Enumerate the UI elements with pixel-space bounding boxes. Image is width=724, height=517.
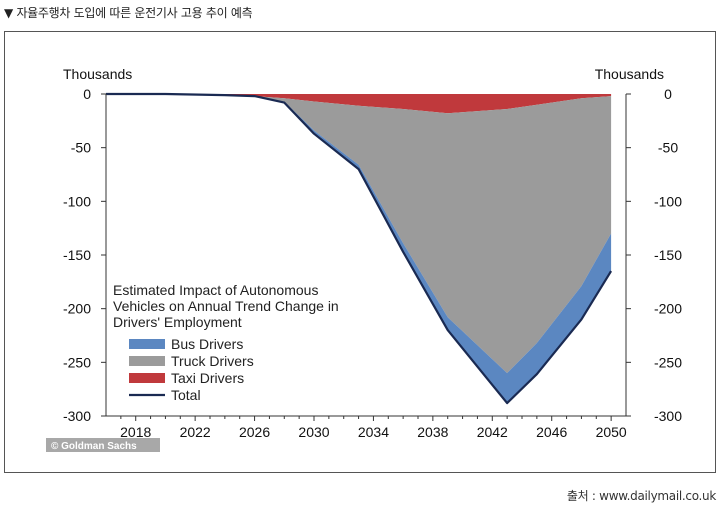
x-tick-label: 2042 — [477, 424, 508, 440]
chart-title-line: Estimated Impact of Autonomous — [113, 282, 318, 298]
legend-swatch-truck-drivers — [129, 356, 165, 366]
legend-label: Total — [171, 387, 201, 403]
y-tick-label-left: -200 — [63, 301, 91, 317]
x-tick-label: 2046 — [536, 424, 567, 440]
y-tick-label-left: -250 — [63, 354, 91, 370]
source-credit: 출처 : www.dailymail.co.uk — [566, 489, 716, 503]
y-tick-label-left: -150 — [63, 247, 91, 263]
y-tick-label-right: -100 — [654, 193, 682, 209]
x-tick-label: 2030 — [298, 424, 329, 440]
legend-swatch-bus-drivers — [129, 339, 165, 349]
chart-title-line: Drivers' Employment — [113, 314, 242, 330]
x-tick-label: 2050 — [596, 424, 627, 440]
y-tick-label-right: -300 — [654, 408, 682, 424]
total-line — [106, 92, 613, 405]
watermark-background — [46, 438, 160, 452]
x-tick-label: 2034 — [358, 424, 389, 440]
y-axis-label-left: Thousands — [63, 66, 132, 82]
y-tick-label-left: -50 — [71, 140, 91, 156]
legend-label: Truck Drivers — [171, 353, 254, 369]
x-tick-label: 2026 — [239, 424, 270, 440]
y-tick-label-left: -100 — [63, 193, 91, 209]
watermark: © Goldman Sachs — [51, 441, 137, 452]
chart-frame: 0 0 -50 -50 -100 -100 -150 -150 -200 -200 -250 -250… — [4, 31, 716, 473]
x-tick-label: 2038 — [417, 424, 448, 440]
area-truck-drivers — [106, 94, 612, 374]
y-tick-label-right: -50 — [658, 140, 678, 156]
y-tick-label-left: -300 — [63, 408, 91, 424]
legend-swatch-taxi-drivers — [129, 373, 165, 383]
y-tick-label-left: 0 — [83, 86, 91, 102]
y-tick-label-right: -250 — [654, 354, 682, 370]
y-tick-label-right: -200 — [654, 301, 682, 317]
area-taxi-drivers — [106, 94, 612, 114]
legend-label: Taxi Drivers — [171, 370, 244, 386]
chart: 0 0 -50 -50 -100 -100 -150 -150 -200 -200 -250 -250… — [46, 66, 682, 452]
y-tick-label-right: 0 — [664, 86, 672, 102]
y-tick-label-right: -150 — [654, 247, 682, 263]
figure-caption: ▼ 자율주행차 도입에 따른 운전기사 고용 추이 예측 — [4, 6, 253, 20]
x-tick-label: 2018 — [120, 424, 151, 440]
chart-title-line: Vehicles on Annual Trend Change in — [113, 298, 339, 314]
x-tick-label: 2022 — [180, 424, 211, 440]
legend-label: Bus Drivers — [171, 336, 243, 352]
y-axis-label-right: Thousands — [595, 66, 664, 82]
